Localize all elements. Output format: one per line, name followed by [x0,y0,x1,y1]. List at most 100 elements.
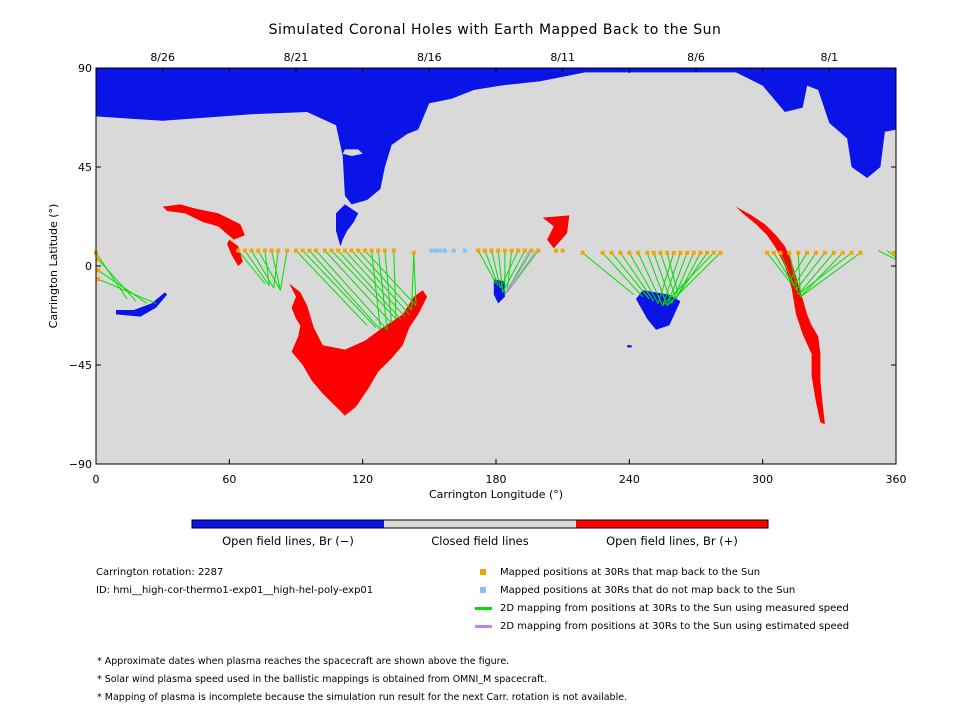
mapped-position-6 [249,248,254,253]
mapped-position-47 [651,250,656,255]
date-label-4: 8/6 [687,51,705,64]
date-label-1: 8/21 [284,51,309,64]
mapped-position-9 [269,248,274,253]
negative-coronal-hole-0 [96,68,896,205]
mapped-position-17 [329,248,334,253]
date-label-3: 8/11 [550,51,575,64]
mapped-position-40 [580,250,585,255]
mapped-position-54 [698,250,703,255]
y-tick-label-4: −90 [69,458,92,471]
x-tick-label-6: 360 [886,473,907,486]
mapped-position-10 [276,248,281,253]
measured-mapping-line-67 [800,252,844,298]
measured-mapping-line-62 [797,252,801,297]
colorbar-frame [191,519,769,529]
measured-mapping-line-65 [795,252,826,291]
x-tick-label-0: 0 [93,473,100,486]
measured-mapping-line-2 [97,269,148,304]
measured-mapping-line-44 [628,252,659,304]
mapped-position-26 [391,248,396,253]
mapped-position-20 [349,248,354,253]
mapped-position-28 [476,248,481,253]
mapped-position-59 [771,250,776,255]
y-axis-label: Carrington Latitude (°) [47,204,60,329]
positive-coronal-hole-3 [542,215,570,249]
mapped-position-14 [307,248,312,253]
note-dates: * Approximate dates when plasma reaches … [97,656,510,667]
mapped-position-60 [778,250,783,255]
mapped-position-56 [711,250,716,255]
colorbar-label-positive: Open field lines, Br (+) [606,534,738,548]
measured-mapping-line-8 [264,250,270,286]
measured-mapping-line-60 [779,252,797,291]
measured-mapping-line-30 [491,250,501,289]
negative_dot-1 [627,345,632,348]
measured-mapping-line-24 [377,250,388,330]
mapped-position-23 [369,248,374,253]
measured-mapping-line-extra-0 [878,250,897,260]
y-tick-label-2: 0 [85,260,92,273]
estimated-mapping-line-0 [504,250,530,295]
mapped-position-33 [509,248,514,253]
mapped-position-58 [765,250,770,255]
measured-mapping-line-7 [257,250,281,291]
measured-mapping-line-34 [499,250,519,289]
mapped-position-19 [342,248,347,253]
mapped-position-55 [705,250,710,255]
colorbar-segment-2 [576,520,768,528]
measured-mapping-line-11 [279,250,288,291]
measured-mapping-line-13 [302,250,377,328]
unmapped-position-3 [442,248,447,253]
mapped-position-68 [849,250,854,255]
measured-mapping-line-29 [484,250,499,286]
measured-mapping-line-20 [351,250,410,315]
mapped-position-48 [658,250,663,255]
measured-mapping-line-26 [393,250,397,319]
measured-mapping-line-28 [477,250,497,284]
mapped-position-69 [858,250,863,255]
colorbar [191,519,769,529]
mapped-position-22 [362,248,367,253]
measured-mapping-line-64 [793,252,817,287]
mapped-position-8 [262,248,267,253]
legend-mapped-swatch [480,569,486,575]
measured-mapping-line-12 [295,250,368,326]
measured-mapping-line-40 [582,252,635,295]
measured-mapping-line-6 [251,250,275,289]
axes: 0 60 120 180 240 300 360 90 45 0 −45 −90 8/26 8/21 8/1… [47,51,907,501]
measured-mapping-line-0 [95,252,128,300]
positive-coronal-hole-4 [736,206,825,425]
measured-mapping-line-68 [797,252,852,295]
measured-mapping-line-45 [637,252,664,306]
measured-mapping-line-46 [646,252,668,306]
mapped-position-7 [256,248,261,253]
measured-mapping-line-16 [324,250,392,324]
legend-unmapped-label: Mapped positions at 30Rs that do not map… [500,585,796,596]
negative-coronal-hole-1 [336,204,359,247]
measured-mapping-line-3 [98,278,157,304]
mapped-position-67 [840,250,845,255]
measured-mapping-line-17 [331,250,397,320]
mapped-position-24 [376,248,381,253]
run-id: ID: hmi__high-cor-thermo1-exp01__high-he… [96,585,374,596]
measured-mapping-line-35 [502,250,526,293]
mapped-position-42 [609,250,614,255]
mapped-position-25 [382,248,387,253]
unmapped-position-4 [451,248,456,253]
x-axis-label: Carrington Longitude (°) [429,488,563,501]
unmapped-position-1 [434,248,438,253]
colorbar-label-negative: Open field lines, Br (−) [222,534,354,548]
colorbar-segment-0 [192,520,384,528]
mapped-position-43 [618,250,623,255]
legend-mapped-label: Mapped positions at 30Rs that map back t… [500,567,761,578]
mapped-position-16 [322,248,327,253]
y-tick-label-3: −45 [69,359,92,372]
measured-mapping-line-41 [602,252,644,298]
measured-mapping-line-extra-1 [886,250,897,258]
mapped-position-49 [665,250,670,255]
measured-mapping-line-51 [662,252,681,306]
legend-measured-swatch [475,607,492,610]
positive-coronal-hole-2 [273,281,428,416]
mapped-position-5 [242,248,247,253]
